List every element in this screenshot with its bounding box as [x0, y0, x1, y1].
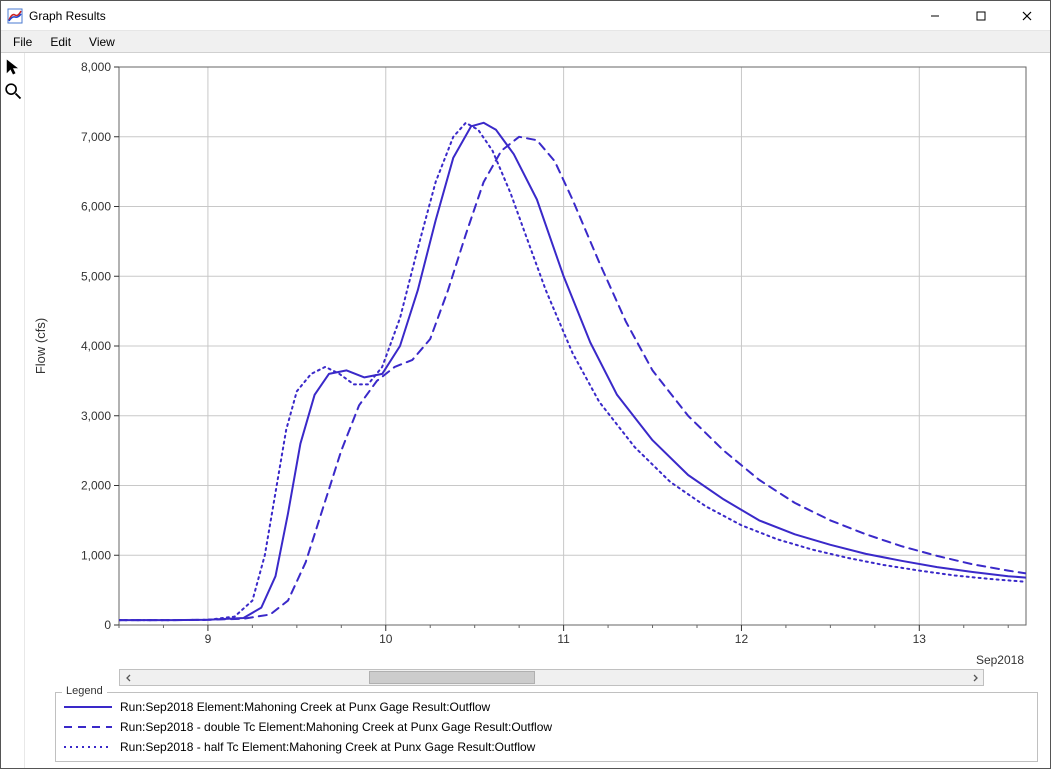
- svg-text:1,000: 1,000: [81, 548, 111, 562]
- scroll-right-button[interactable]: [966, 670, 983, 685]
- app-icon: [7, 8, 23, 24]
- svg-text:Flow (cfs): Flow (cfs): [33, 318, 48, 374]
- svg-text:7,000: 7,000: [81, 130, 111, 144]
- svg-text:9: 9: [205, 632, 212, 646]
- content-row: 0 1,000 2,000 3,000 4,000 5,000 6,000 7,000 8,00…: [1, 53, 1050, 768]
- horizontal-scrollbar[interactable]: [119, 669, 984, 686]
- legend-swatch: [64, 721, 112, 733]
- legend-box: Legend Run:Sep2018 Element:Mahoning Cree…: [55, 692, 1038, 762]
- titlebar: Graph Results: [1, 1, 1050, 31]
- chart-panel: 0 1,000 2,000 3,000 4,000 5,000 6,000 7,000 8,00…: [25, 53, 1050, 768]
- legend-item: Run:Sep2018 - double Tc Element:Mahoning…: [64, 717, 1029, 737]
- x-axis-label: Sep2018: [27, 653, 1044, 667]
- svg-text:12: 12: [735, 632, 749, 646]
- scroll-thumb[interactable]: [369, 671, 535, 684]
- pointer-tool[interactable]: [3, 57, 23, 77]
- flow-chart[interactable]: 0 1,000 2,000 3,000 4,000 5,000 6,000 7,000 8,00…: [27, 57, 1044, 653]
- scroll-track[interactable]: [137, 670, 966, 685]
- app-window: Graph Results File Edit View: [0, 0, 1051, 769]
- svg-text:3,000: 3,000: [81, 409, 111, 423]
- tool-column: [1, 53, 25, 768]
- svg-text:13: 13: [913, 632, 927, 646]
- close-button[interactable]: [1004, 1, 1050, 30]
- scroll-left-button[interactable]: [120, 670, 137, 685]
- menubar: File Edit View: [1, 31, 1050, 53]
- svg-text:11: 11: [557, 632, 570, 646]
- legend-item: Run:Sep2018 Element:Mahoning Creek at Pu…: [64, 697, 1029, 717]
- svg-text:0: 0: [104, 618, 111, 632]
- svg-text:4,000: 4,000: [81, 339, 111, 353]
- zoom-tool[interactable]: [3, 81, 23, 101]
- legend-label: Run:Sep2018 - half Tc Element:Mahoning C…: [120, 740, 535, 754]
- legend-title: Legend: [62, 685, 107, 697]
- legend-label: Run:Sep2018 - double Tc Element:Mahoning…: [120, 720, 552, 734]
- maximize-button[interactable]: [958, 1, 1004, 30]
- menu-view[interactable]: View: [81, 33, 123, 51]
- menu-edit[interactable]: Edit: [42, 33, 79, 51]
- svg-text:5,000: 5,000: [81, 269, 111, 283]
- legend-swatch: [64, 741, 112, 753]
- chart-svg-wrap: 0 1,000 2,000 3,000 4,000 5,000 6,000 7,000 8,00…: [27, 57, 1044, 653]
- menu-file[interactable]: File: [5, 33, 40, 51]
- svg-text:6,000: 6,000: [81, 200, 111, 214]
- legend-item: Run:Sep2018 - half Tc Element:Mahoning C…: [64, 737, 1029, 757]
- window-controls: [912, 1, 1050, 30]
- svg-text:2,000: 2,000: [81, 479, 111, 493]
- legend-label: Run:Sep2018 Element:Mahoning Creek at Pu…: [120, 700, 490, 714]
- minimize-button[interactable]: [912, 1, 958, 30]
- svg-text:8,000: 8,000: [81, 60, 111, 74]
- window-title: Graph Results: [29, 9, 106, 23]
- legend-swatch: [64, 701, 112, 713]
- svg-text:10: 10: [379, 632, 393, 646]
